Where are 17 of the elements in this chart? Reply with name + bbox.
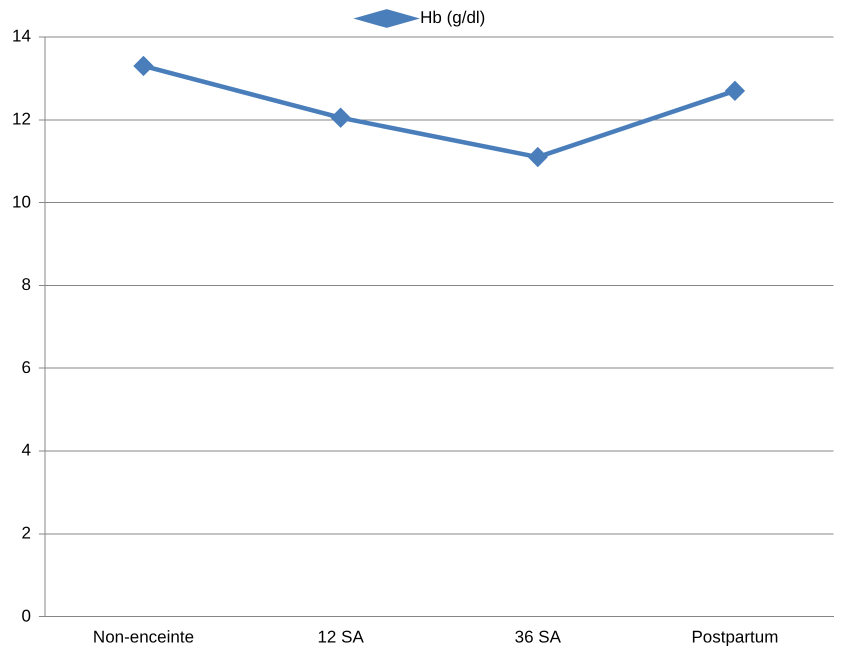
x-tick-label: Postpartum (691, 627, 778, 646)
y-tick-label: 6 (21, 358, 31, 377)
x-tick-label: 36 SA (514, 627, 562, 646)
point (528, 148, 548, 166)
point (331, 108, 350, 127)
point (726, 82, 744, 100)
y-tick-label: 12 (12, 109, 31, 128)
y-tick-label: 2 (21, 523, 31, 542)
x-tick-label: Non-enceinte (92, 627, 194, 646)
y-tick-label: 10 (12, 192, 31, 212)
y-tick-label: 0 (21, 606, 31, 626)
y-tick-label: 8 (21, 275, 31, 294)
y-tick-label: 4 (21, 440, 31, 460)
x-tick-label: 12 SA (317, 627, 364, 646)
y-tick-label: 14 (12, 26, 31, 46)
legend-label: Hb (g/dl) (420, 8, 486, 28)
point (134, 56, 153, 76)
